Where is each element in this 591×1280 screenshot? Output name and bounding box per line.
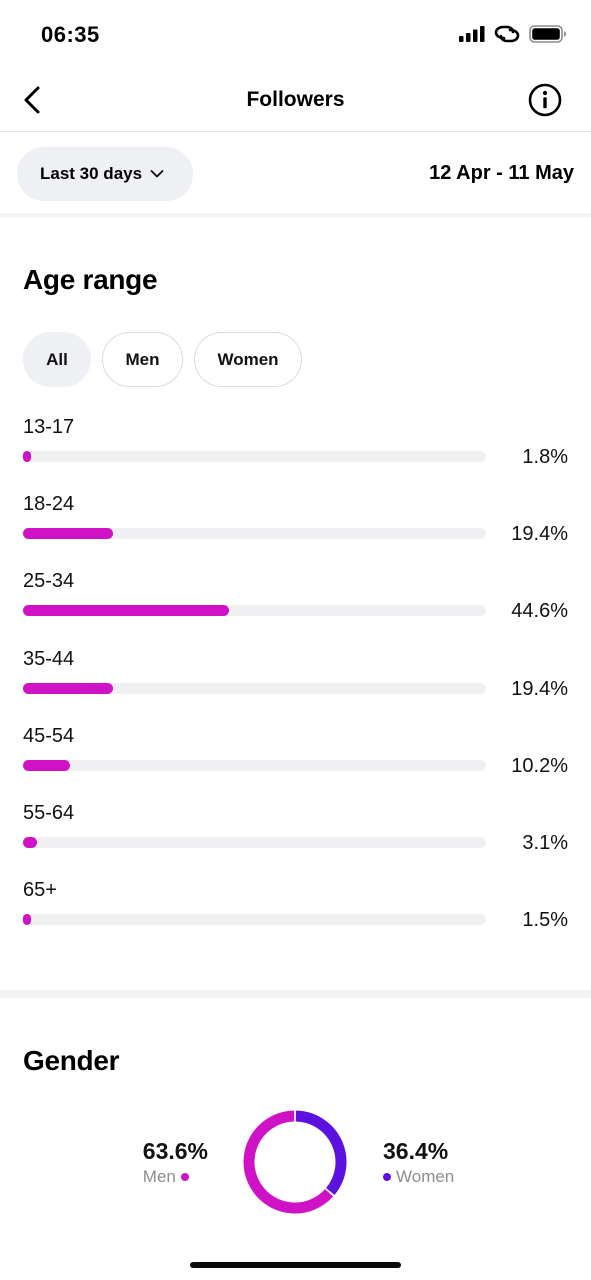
signal-icon	[459, 26, 485, 42]
donut-slice-men	[243, 1110, 334, 1214]
age-row: 25-34 44.6%	[23, 564, 568, 641]
filter-row: Last 30 days 12 Apr - 11 May	[0, 133, 591, 217]
age-percent: 10.2%	[511, 754, 568, 777]
age-row: 18-24 19.4%	[23, 487, 568, 564]
age-label: 55-64	[23, 801, 75, 824]
women-label: Women	[396, 1167, 455, 1186]
age-label: 25-34	[23, 570, 75, 593]
page-title: Followers	[246, 88, 345, 111]
age-label: 13-17	[23, 416, 75, 438]
age-percent: 19.4%	[511, 523, 568, 546]
age-row: 65+ 1.5%	[23, 873, 568, 950]
age-row: 35-44 19.4%	[23, 642, 568, 719]
chevron-left-icon	[24, 86, 40, 114]
women-percent: 36.4%	[383, 1138, 449, 1164]
age-percent: 19.4%	[511, 677, 568, 700]
donut-slice-women	[295, 1110, 347, 1196]
date-range: 12 Apr - 11 May	[429, 162, 574, 184]
status-bar: 06:35	[0, 0, 591, 70]
age-bar-fill	[23, 759, 71, 771]
gender-men-summary: 63.6% Men	[143, 1138, 208, 1187]
age-bar-track	[23, 528, 486, 540]
age-bar-track	[23, 605, 486, 617]
nav-bar: Followers	[0, 70, 591, 132]
men-percent: 63.6%	[142, 1138, 208, 1164]
segment-all[interactable]: All	[23, 332, 91, 387]
age-percent: 44.6%	[511, 600, 568, 623]
age-bar-track	[23, 836, 486, 848]
age-bar-track	[23, 759, 486, 771]
info-icon	[528, 83, 562, 117]
gender-donut	[243, 1110, 347, 1214]
battery-icon	[529, 25, 566, 43]
age-bar-fill	[23, 914, 31, 926]
back-button[interactable]	[14, 82, 50, 118]
age-bar-fill	[23, 528, 113, 540]
age-bar-track	[23, 914, 486, 926]
gender-title: Gender	[23, 1045, 120, 1076]
segment-men[interactable]: Men	[102, 332, 183, 387]
age-label: 35-44	[23, 647, 75, 670]
men-legend-dot	[180, 1173, 189, 1181]
segment-women[interactable]: Women	[194, 332, 302, 387]
period-label: Last 30 days	[40, 164, 143, 183]
age-range-title: Age range	[23, 264, 158, 295]
gender-chart: 63.6% Men 36.4% Women	[0, 1100, 591, 1230]
age-percent: 1.5%	[522, 909, 568, 932]
age-bar-fill	[23, 451, 32, 462]
age-label: 45-54	[23, 724, 75, 747]
age-percent: 1.8%	[522, 446, 568, 468]
status-time: 06:35	[41, 22, 100, 47]
age-bar-fill	[23, 836, 38, 848]
age-label: 18-24	[23, 493, 75, 516]
gender-women-summary: 36.4% Women	[383, 1138, 454, 1187]
chevron-down-icon	[150, 170, 164, 178]
link-icon	[494, 25, 520, 43]
section-divider	[0, 990, 591, 998]
age-bar-fill	[23, 682, 113, 694]
age-row: 55-64 3.1%	[23, 796, 568, 873]
age-row: 45-54 10.2%	[23, 719, 568, 796]
status-icons	[459, 24, 567, 44]
women-legend-dot	[383, 1173, 391, 1181]
age-label: 65+	[23, 879, 57, 902]
men-label: Men	[142, 1167, 176, 1186]
home-indicator	[190, 1262, 401, 1268]
age-segment-control: All Men Women	[23, 332, 302, 387]
info-button[interactable]	[527, 82, 563, 118]
age-bar-track	[23, 451, 486, 462]
age-bar-fill	[23, 605, 230, 617]
men-legend: Men	[143, 1167, 208, 1187]
age-bar-track	[23, 682, 486, 694]
age-percent: 3.1%	[522, 831, 568, 854]
age-row: 13-17 1.8%	[23, 410, 568, 487]
period-dropdown[interactable]: Last 30 days	[17, 147, 193, 201]
age-range-list: 13-17 1.8% 18-24 19.4% 25-34 44.6% 35-44 19.4% 4…	[23, 410, 568, 950]
women-legend: Women	[383, 1167, 454, 1187]
